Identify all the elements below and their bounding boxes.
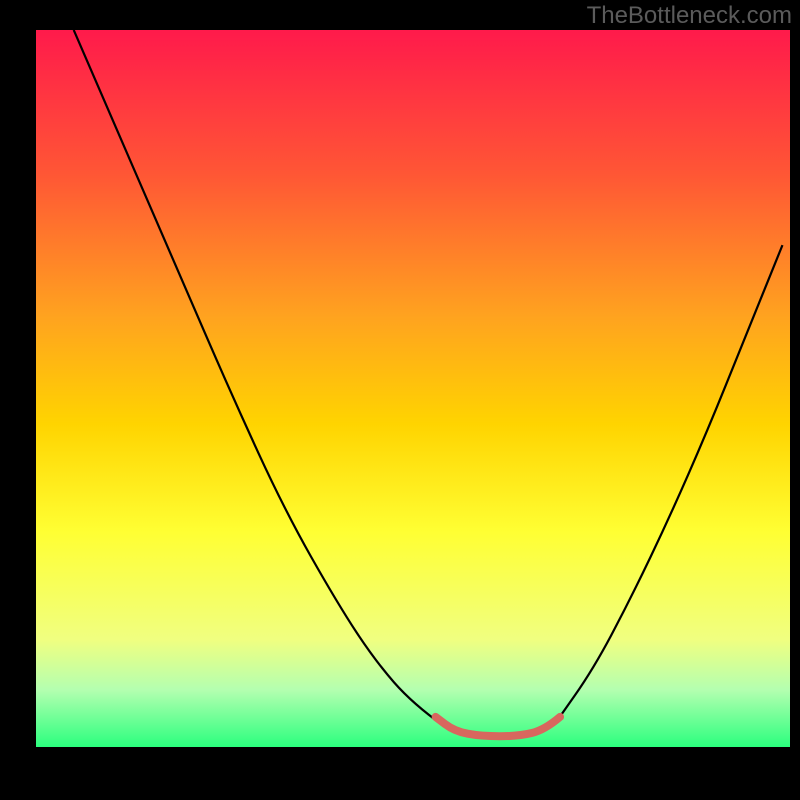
chart-svg	[0, 0, 800, 800]
chart-frame: TheBottleneck.com	[0, 0, 800, 800]
gradient-plot-area	[36, 30, 790, 747]
attribution-text: TheBottleneck.com	[587, 0, 800, 31]
